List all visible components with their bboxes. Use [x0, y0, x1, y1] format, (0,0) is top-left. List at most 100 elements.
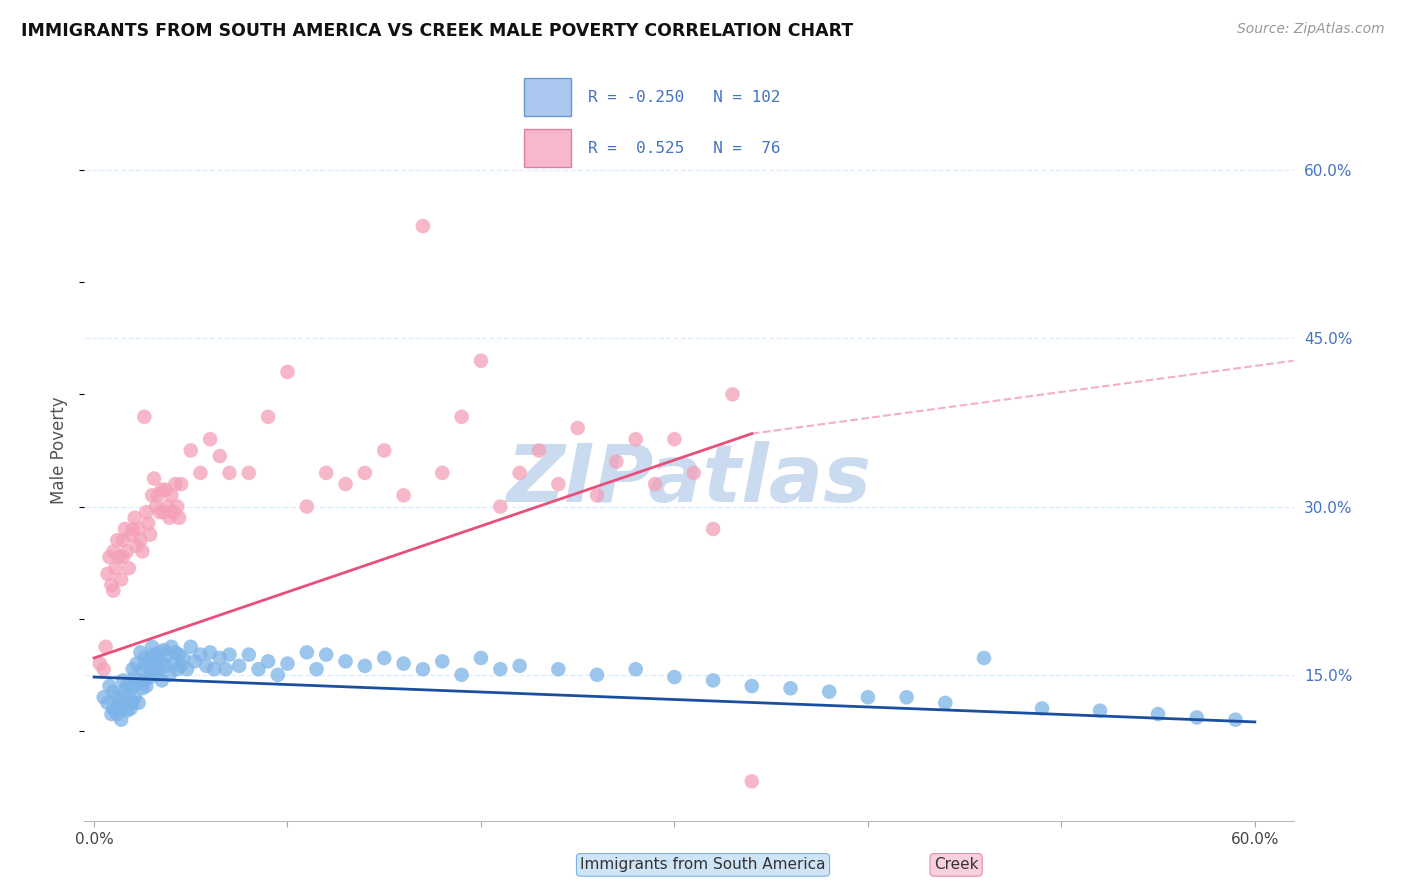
FancyBboxPatch shape — [524, 129, 571, 168]
Point — [125, 657, 148, 671]
Point — [135, 505, 157, 519]
Point — [134, 651, 156, 665]
Point — [195, 658, 218, 673]
Point — [134, 409, 156, 424]
Point — [373, 443, 395, 458]
Point — [112, 673, 135, 688]
Point — [208, 651, 231, 665]
Point — [170, 658, 193, 673]
Point — [489, 500, 512, 514]
Point — [108, 696, 131, 710]
Point — [103, 701, 125, 715]
Point — [121, 522, 143, 536]
Point — [586, 668, 609, 682]
Point — [146, 662, 169, 676]
Point — [114, 696, 136, 710]
Point — [150, 657, 173, 671]
Point — [721, 387, 744, 401]
Point — [128, 522, 150, 536]
Point — [160, 488, 183, 502]
Point — [373, 651, 395, 665]
FancyBboxPatch shape — [524, 78, 571, 116]
Point — [218, 466, 240, 480]
Point — [208, 449, 231, 463]
Point — [238, 466, 260, 480]
Point — [152, 643, 174, 657]
Point — [190, 466, 212, 480]
Point — [450, 668, 472, 682]
Point — [354, 658, 377, 673]
Point — [155, 658, 177, 673]
Point — [412, 219, 434, 233]
Point — [112, 533, 135, 548]
Point — [167, 648, 190, 662]
Point — [141, 640, 163, 654]
Point — [136, 516, 159, 531]
Point — [100, 707, 122, 722]
Point — [118, 690, 141, 705]
Point — [305, 662, 328, 676]
Point — [644, 477, 666, 491]
Point — [129, 645, 152, 659]
Point — [125, 677, 148, 691]
Point — [120, 701, 142, 715]
Text: ZIPatlas: ZIPatlas — [506, 441, 872, 519]
Point — [110, 713, 132, 727]
Point — [741, 774, 763, 789]
Point — [276, 365, 298, 379]
Point — [214, 662, 236, 676]
Point — [1031, 701, 1053, 715]
Point — [124, 670, 146, 684]
Point — [547, 662, 569, 676]
Point — [93, 662, 115, 676]
Point — [120, 527, 142, 541]
Point — [112, 549, 135, 564]
Point — [896, 690, 918, 705]
Point — [176, 662, 198, 676]
Point — [136, 654, 159, 668]
Point — [143, 648, 166, 662]
Text: R =  0.525   N =  76: R = 0.525 N = 76 — [589, 141, 780, 156]
Point — [103, 583, 125, 598]
Point — [135, 658, 157, 673]
Point — [170, 477, 193, 491]
Point — [354, 466, 377, 480]
Point — [152, 505, 174, 519]
Point — [198, 645, 221, 659]
Point — [162, 505, 184, 519]
Point — [146, 488, 169, 502]
Point — [202, 662, 225, 676]
Point — [315, 648, 337, 662]
Point — [167, 510, 190, 524]
Point — [108, 549, 131, 564]
Point — [100, 578, 122, 592]
Point — [218, 648, 240, 662]
Point — [162, 657, 184, 671]
Point — [180, 443, 202, 458]
Point — [105, 707, 128, 722]
Text: IMMIGRANTS FROM SOUTH AMERICA VS CREEK MALE POVERTY CORRELATION CHART: IMMIGRANTS FROM SOUTH AMERICA VS CREEK M… — [21, 22, 853, 40]
Point — [335, 477, 357, 491]
Point — [470, 353, 492, 368]
Point — [93, 690, 115, 705]
Point — [682, 466, 704, 480]
Point — [664, 432, 686, 446]
Point — [238, 648, 260, 662]
Point — [145, 500, 167, 514]
Point — [741, 679, 763, 693]
Point — [1185, 710, 1208, 724]
Point — [624, 432, 647, 446]
Point — [166, 500, 188, 514]
Point — [190, 648, 212, 662]
Point — [156, 500, 179, 514]
Point — [150, 483, 173, 497]
Text: Immigrants from South America: Immigrants from South America — [581, 857, 825, 872]
Point — [228, 658, 250, 673]
Point — [121, 662, 143, 676]
Point — [103, 544, 125, 558]
Point — [702, 673, 724, 688]
Point — [470, 651, 492, 665]
Point — [295, 500, 318, 514]
Point — [145, 651, 167, 665]
Point — [432, 466, 454, 480]
